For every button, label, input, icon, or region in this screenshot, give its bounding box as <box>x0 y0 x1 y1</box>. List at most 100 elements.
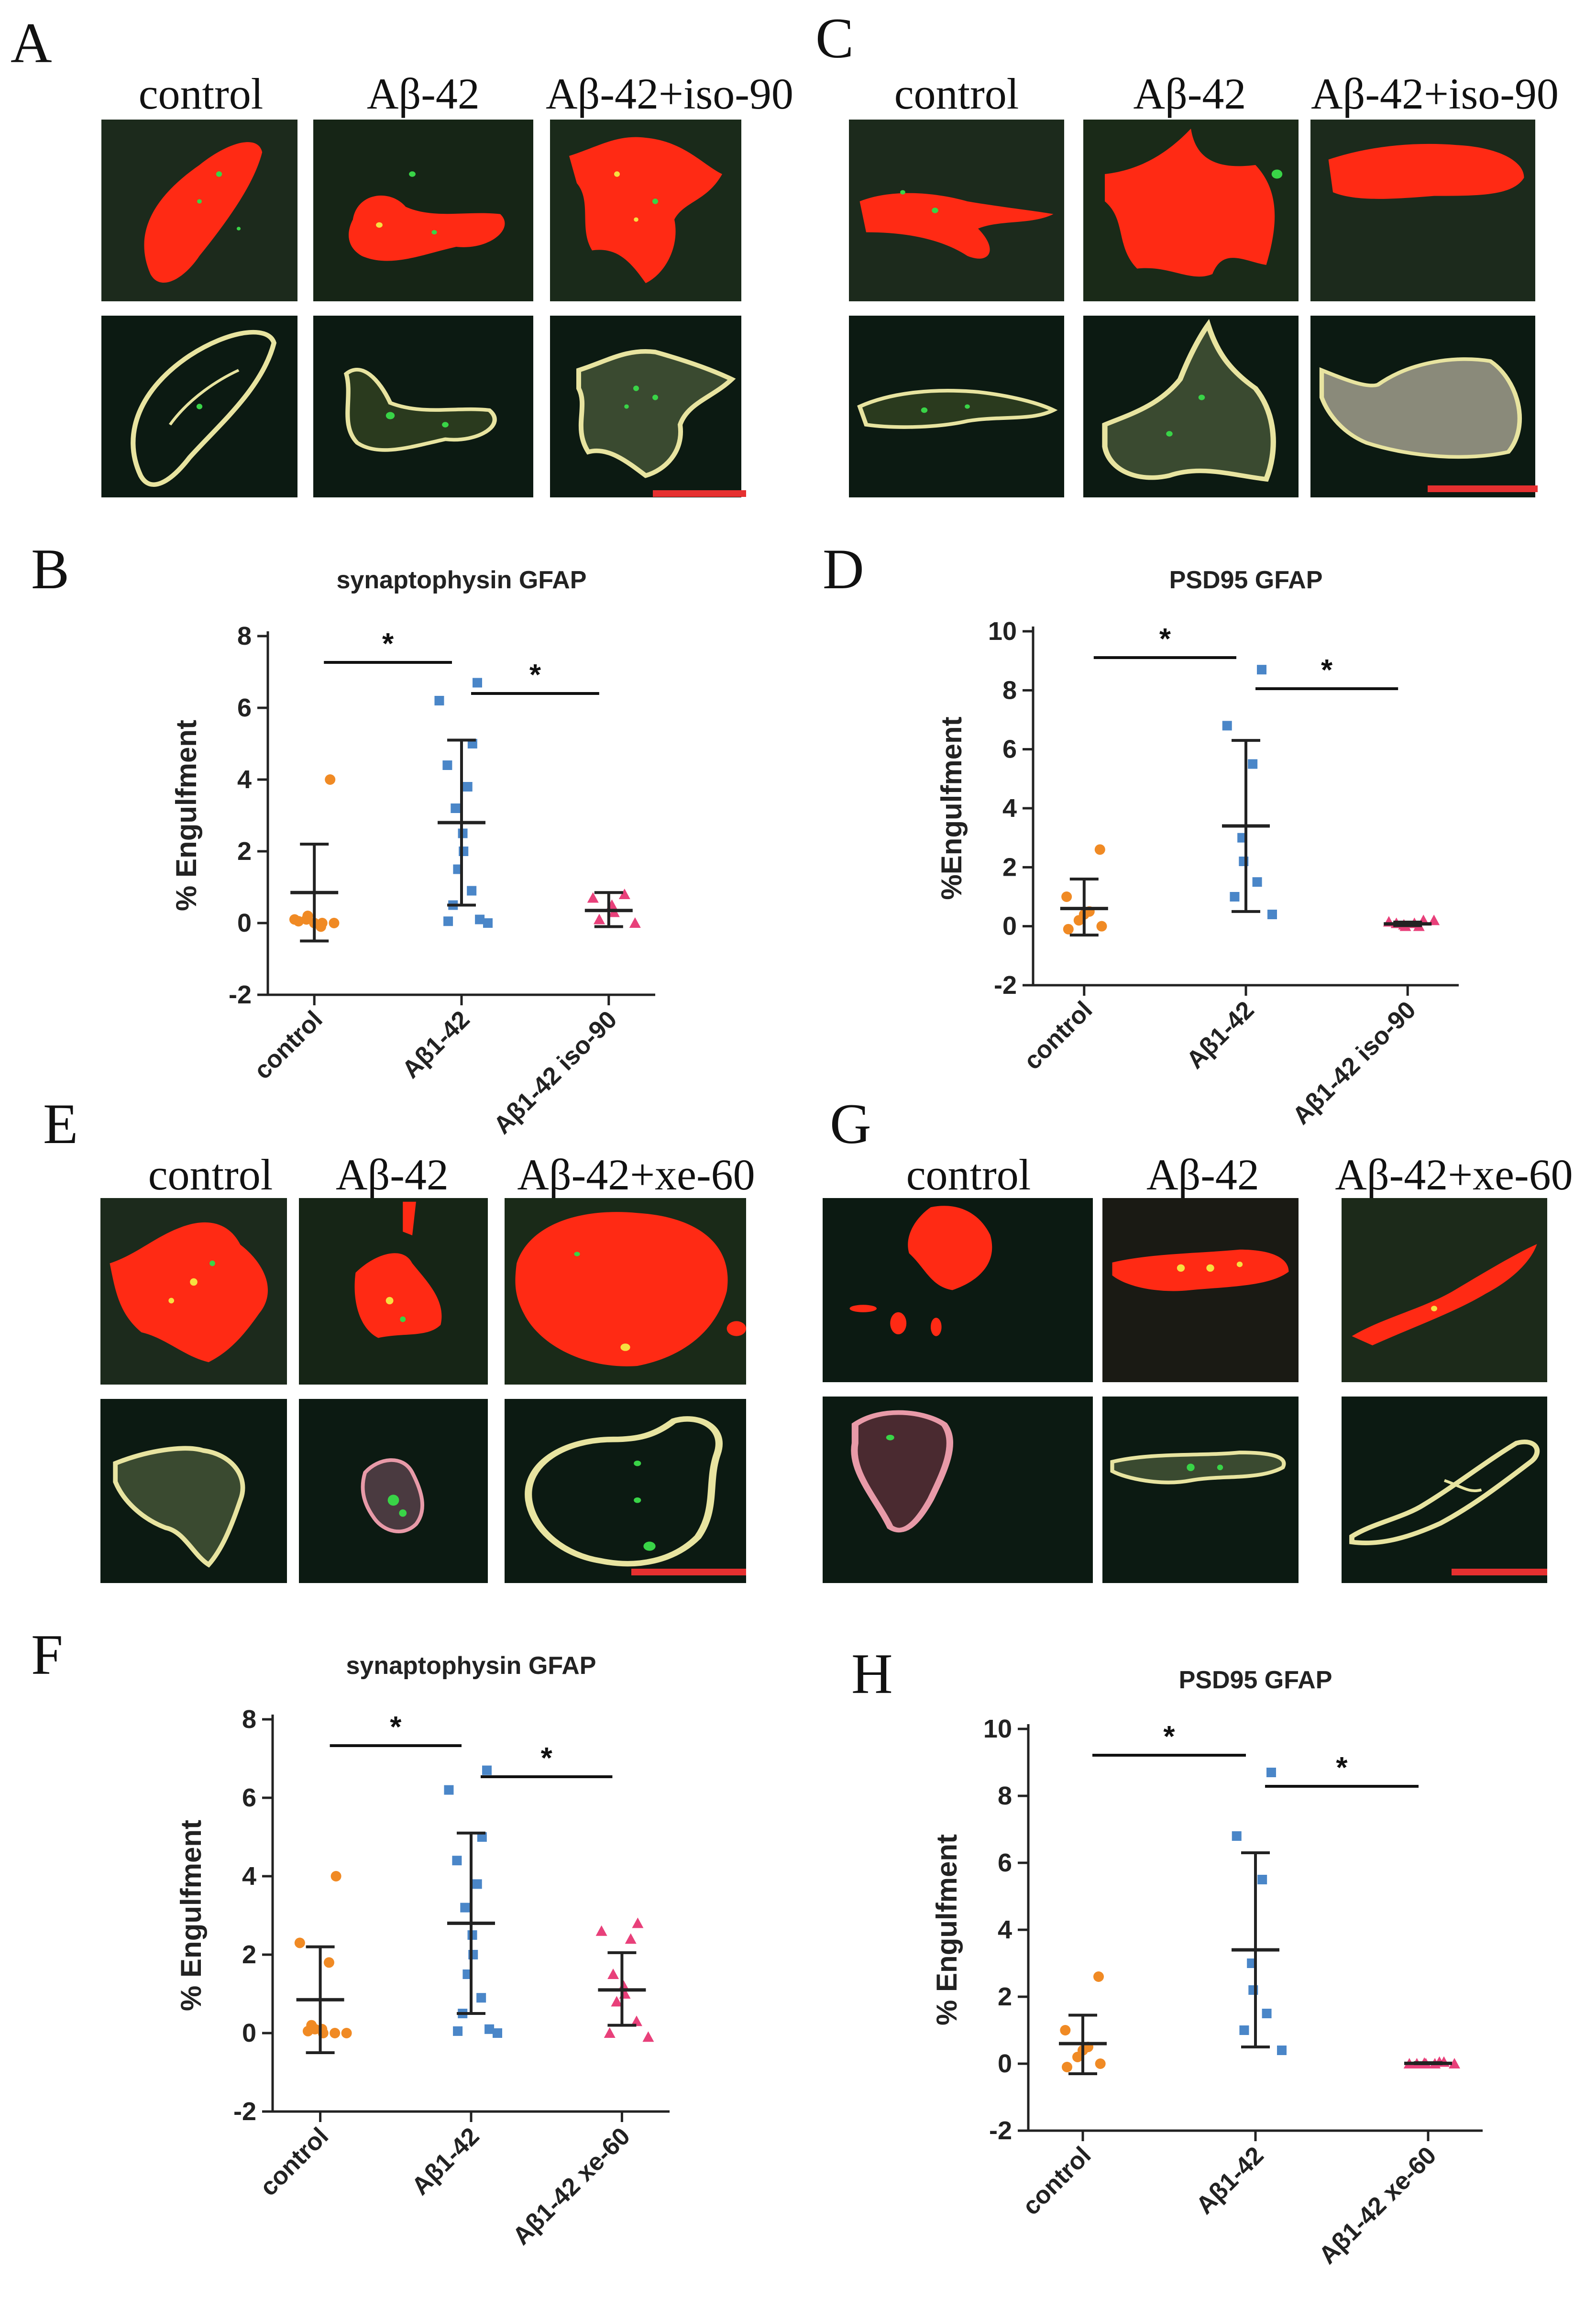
fluorescence-image <box>505 1198 746 1385</box>
square-marker <box>1257 1875 1267 1884</box>
y-tick-label: 0 <box>237 909 252 937</box>
x-tick-label: Aβ1-42 xe-60 <box>507 2122 636 2250</box>
column-label-treatment: Aβ-42+iso-90 <box>546 69 793 118</box>
circle-marker <box>329 918 340 928</box>
chart-title: synaptophysin GFAP <box>346 1652 596 1680</box>
y-axis-label: % Engulfment <box>931 1834 963 2025</box>
y-tick-label: 4 <box>998 1915 1012 1944</box>
fluorescence-image <box>849 120 1064 301</box>
significance-star: * <box>1336 1751 1348 1784</box>
y-tick-label: 4 <box>237 765 252 794</box>
square-marker <box>475 914 485 924</box>
square-marker <box>1222 721 1232 731</box>
surface-render-image <box>1102 1397 1299 1583</box>
scale-bar <box>653 490 746 497</box>
surface-render-image <box>1310 316 1535 497</box>
significance-star: * <box>1159 623 1171 656</box>
triangle-marker <box>618 889 630 899</box>
y-tick-label: -2 <box>229 980 252 1009</box>
y-tick-label: 6 <box>237 693 252 722</box>
panel-letter-c: C <box>815 6 854 70</box>
y-tick-label: -2 <box>233 2097 256 2126</box>
triangle-marker <box>1449 2058 1460 2068</box>
scale-bar <box>631 1569 746 1575</box>
square-marker <box>1267 910 1277 919</box>
panel-letter-b: B <box>31 537 70 601</box>
y-tick-label: 2 <box>237 837 252 866</box>
y-tick-label: 2 <box>242 1940 256 1969</box>
y-tick-label: 8 <box>237 622 252 650</box>
y-tick-label: 8 <box>1002 676 1017 704</box>
y-tick-label: 0 <box>1002 912 1017 941</box>
square-marker <box>462 782 473 792</box>
square-marker <box>453 2026 463 2036</box>
x-tick-label: Aβ1-42 <box>1181 996 1260 1074</box>
y-tick-label: 6 <box>242 1783 256 1812</box>
triangle-marker <box>607 1969 619 1979</box>
surface-render-image <box>100 1399 287 1583</box>
y-tick-label: 2 <box>1002 853 1017 881</box>
y-tick-label: 10 <box>988 617 1017 646</box>
x-tick-label: control <box>1019 996 1098 1075</box>
significance-star: * <box>529 659 541 692</box>
x-tick-label: Aβ1-42 <box>407 2122 485 2200</box>
scale-bar <box>1452 1569 1547 1575</box>
engulfment-chart-d: PSD95 GFAP -2 0 2 4 6 8 10 %Engulfment control Aβ1… <box>933 564 1507 1148</box>
triangle-marker <box>625 1933 637 1944</box>
surface-render-image <box>1342 1397 1547 1583</box>
circle-marker <box>315 921 326 932</box>
fluorescence-image <box>550 120 741 301</box>
square-marker <box>476 1993 486 2003</box>
chart-title: PSD95 GFAP <box>1179 1666 1332 1694</box>
circle-marker <box>294 1937 305 1948</box>
y-tick-label: -2 <box>994 971 1017 1000</box>
square-marker <box>442 760 452 770</box>
fluorescence-image <box>101 120 297 301</box>
column-label-treatment: Aβ-42+xe-60 <box>1335 1150 1573 1199</box>
y-tick-label: 0 <box>998 2049 1012 2078</box>
x-tick-label: control <box>1017 2141 1097 2221</box>
surface-render-image <box>505 1399 746 1583</box>
square-marker <box>493 2028 502 2038</box>
triangle-marker <box>604 2027 616 2038</box>
y-tick-label: 10 <box>983 1715 1012 1743</box>
surface-render-image <box>849 316 1064 497</box>
square-marker <box>1252 877 1262 887</box>
circle-marker <box>341 2028 352 2038</box>
chart-title: synaptophysin GFAP <box>337 566 587 594</box>
circle-marker <box>325 774 336 785</box>
circle-marker <box>1073 915 1084 926</box>
column-label-treatment: Aβ-42+xe-60 <box>517 1150 755 1199</box>
triangle-marker <box>587 892 599 903</box>
panel-letter-g: G <box>830 1092 871 1155</box>
significance-star: * <box>390 1711 402 1744</box>
x-tick-label: Aβ1-42 <box>1191 2141 1269 2220</box>
y-tick-label: 0 <box>242 2019 256 2047</box>
chart-svg: PSD95 GFAP -2 0 2 4 6 8 10 %Engulfment control Aβ1… <box>936 566 1459 1130</box>
column-label-abeta: Aβ-42 <box>336 1150 449 1199</box>
column-label-control: control <box>138 69 264 118</box>
x-tick-label: Aβ1-42 <box>397 1005 475 1084</box>
circle-marker <box>1060 2025 1071 2035</box>
column-label-control: control <box>148 1150 273 1199</box>
x-tick-label: Aβ1-42 iso-90 <box>1288 996 1421 1130</box>
square-marker <box>1257 665 1266 675</box>
triangle-marker <box>630 2015 642 2026</box>
y-tick-label: -2 <box>989 2116 1012 2145</box>
circle-marker <box>1095 2058 1106 2069</box>
square-marker <box>477 1832 487 1842</box>
scale-bar <box>1428 485 1538 492</box>
circle-marker <box>1072 2052 1083 2062</box>
square-marker <box>1262 2009 1272 2018</box>
triangle-marker <box>594 913 605 924</box>
square-marker <box>483 918 493 928</box>
circle-marker <box>302 2025 313 2036</box>
square-marker <box>472 1879 482 1889</box>
surface-render-image <box>1083 316 1299 497</box>
x-tick-label: control <box>254 2122 334 2201</box>
y-tick-label: 6 <box>998 1848 1012 1877</box>
square-marker <box>443 916 453 926</box>
square-marker <box>444 1785 454 1795</box>
significance-star: * <box>541 1742 553 1775</box>
column-label-treatment: Aβ-42+iso-90 <box>1311 69 1559 118</box>
